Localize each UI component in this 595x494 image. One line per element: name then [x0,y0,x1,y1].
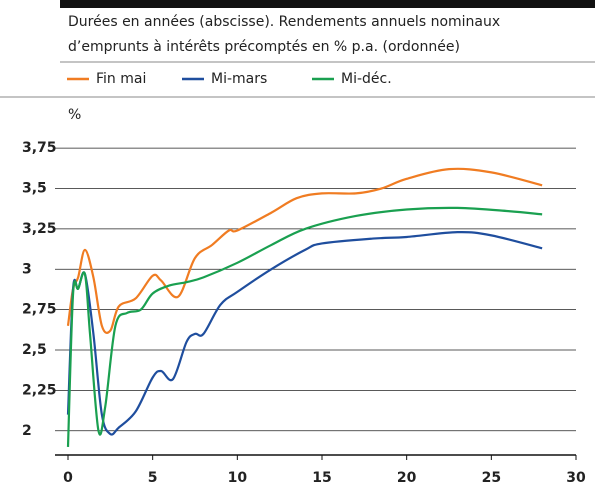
y-axis-label: % [68,107,81,123]
legend-label: Mi-mars [211,71,267,87]
x-tick-label: 10 [228,470,248,486]
y-tick-label: 3,5 [22,181,47,197]
line-series [66,230,543,436]
x-tick-label: 20 [397,470,417,486]
legend-label: Mi-déc. [341,71,392,87]
y-tick-label: 3 [22,261,32,277]
subtitle-line: d’emprunts à intérêts précomptés en % p.… [68,39,460,55]
x-tick-label: 0 [63,470,73,486]
y-tick-label: 2,25 [22,382,57,398]
y-tick-label: 3,25 [22,221,57,237]
x-tick-label: 25 [482,470,501,486]
line-series [66,167,543,334]
subtitle-line: Durées en années (abscisse). Rendements … [68,14,500,30]
x-tick-label: 15 [312,470,331,486]
x-tick-label: 30 [566,470,586,486]
legend-label: Fin mai [96,71,146,87]
y-tick-label: 3,75 [22,140,57,156]
y-tick-label: 2,75 [22,302,57,318]
y-tick-label: 2 [22,423,32,439]
y-tick-label: 2,5 [22,342,47,358]
x-tick-label: 5 [148,470,158,486]
header-bar [60,0,595,8]
line-series [66,206,543,447]
